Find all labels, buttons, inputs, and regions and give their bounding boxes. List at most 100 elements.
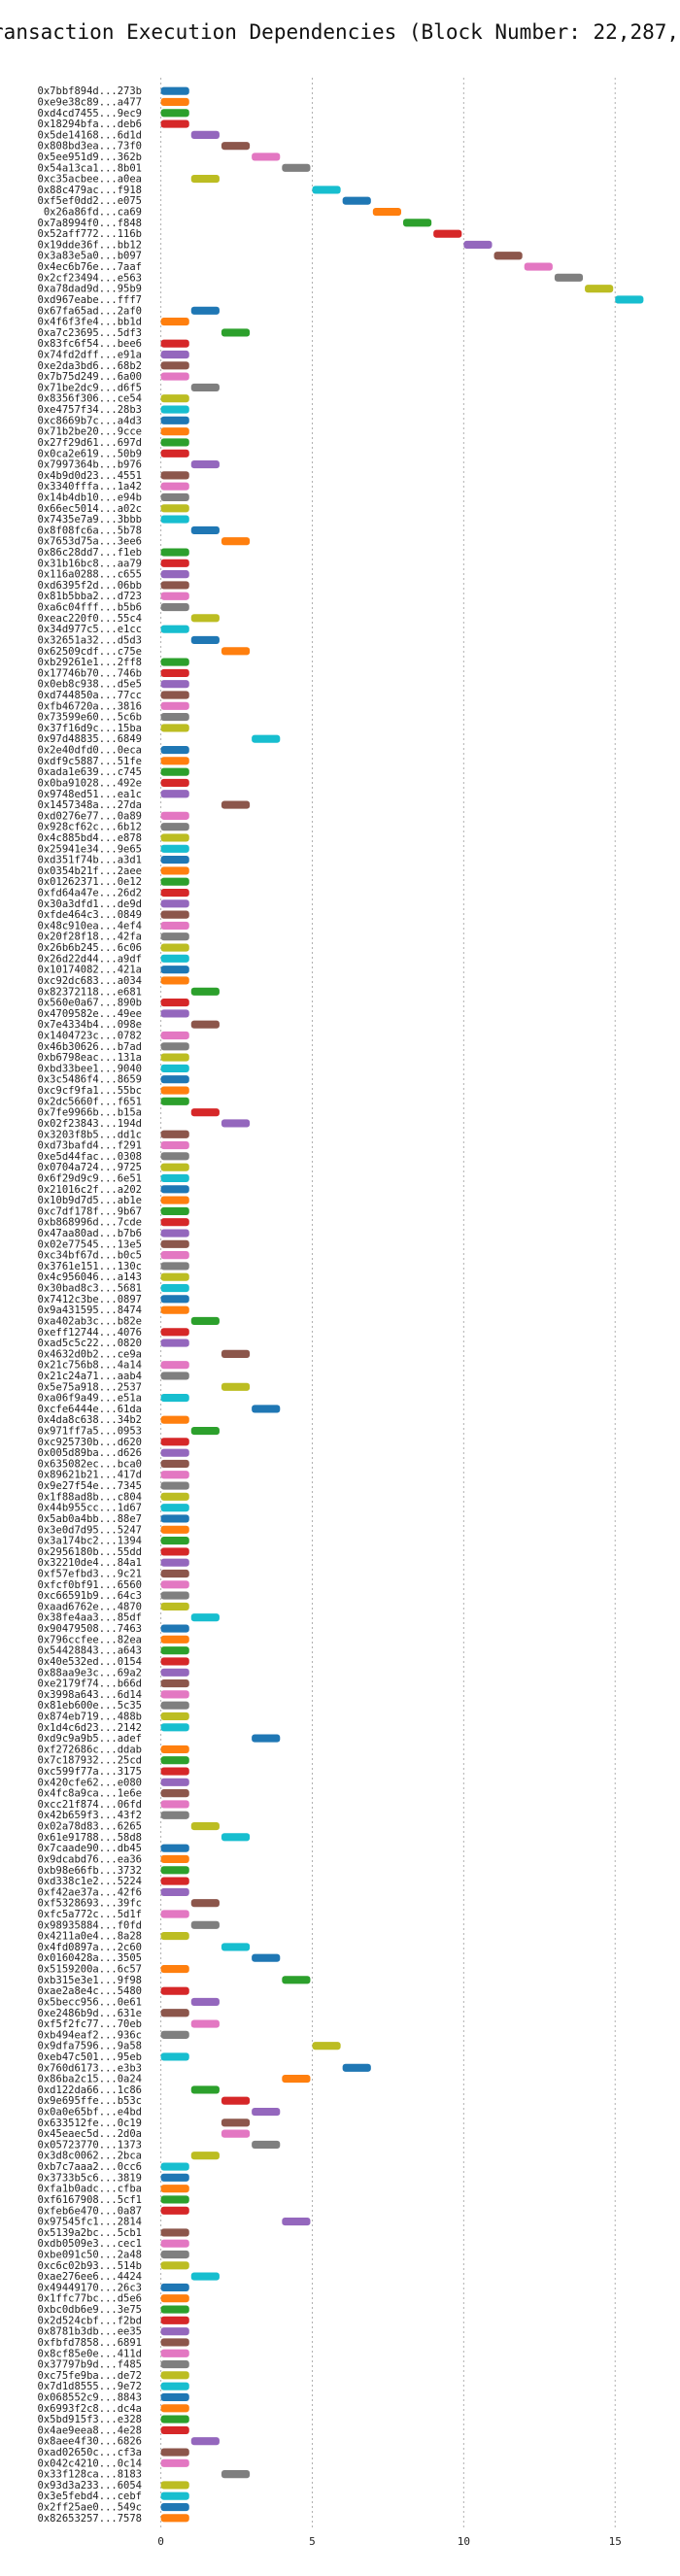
bar [221, 2096, 251, 2105]
bar [160, 1877, 189, 1885]
bar [160, 559, 189, 567]
x-tick-label: 15 [609, 2535, 622, 2548]
y-tick-label: 0x21016c2f...a202 [38, 1184, 142, 1196]
bar [190, 635, 220, 645]
bar [190, 987, 220, 996]
y-tick-label: 0x7997364b...b976 [38, 459, 142, 471]
y-tick-label: 0x7c187932...25cd [38, 1755, 142, 1767]
y-tick-label: 0x47aa80ad...b7b6 [38, 1228, 142, 1239]
bar [252, 2140, 281, 2150]
y-tick-label: 0x4da8c638...34b2 [38, 1414, 142, 1426]
y-tick-label: 0xa7c23695...5df3 [38, 327, 142, 339]
bar [221, 800, 251, 809]
y-tick-label: 0x3998a643...6d14 [38, 1689, 142, 1701]
y-tick-label: 0x8781b3db...ee35 [38, 2326, 142, 2338]
y-tick-label: 0x90479508...7463 [38, 1623, 142, 1635]
bar [190, 2152, 220, 2160]
y-tick-label: 0x7435e7a9...3bbb [38, 514, 142, 525]
y-tick-label: 0x30a3dfd1...de9d [38, 898, 142, 910]
bar [160, 1887, 189, 1896]
y-tick-label: 0x0a0e65bf...e4bd [38, 2107, 142, 2118]
bar [160, 1668, 189, 1677]
bar [160, 1009, 189, 1018]
bar [282, 2075, 311, 2084]
bar [160, 1097, 189, 1105]
y-tick-label: 0xfeb6e470...0a87 [38, 2205, 142, 2217]
y-tick-label: 0x0160428a...3505 [38, 1952, 142, 1964]
x-tick-label: 5 [309, 2535, 316, 2548]
y-tick-label: 0x9dfa7596...9a58 [38, 2041, 142, 2052]
y-tick-label: 0xd744850a...77cc [38, 690, 142, 701]
y-tick-label: 0xc925730b...d620 [38, 1437, 142, 1448]
bar [160, 1789, 189, 1798]
y-tick-label: 0xa78dad9d...95b9 [38, 284, 142, 295]
y-tick-label: 0x61e91788...58d8 [38, 1832, 142, 1844]
y-tick-label: 0xf6167908...5cf1 [38, 2194, 142, 2206]
bar [190, 1899, 220, 1908]
y-tick-label: 0x5159200a...6c57 [38, 1964, 142, 1976]
bar [160, 2173, 189, 2182]
bar [190, 2085, 220, 2094]
y-tick-label: 0x2dc5660f...f651 [38, 1096, 142, 1107]
y-tick-label: 0x89621b21...417d [38, 1470, 142, 1481]
bar [160, 1031, 189, 1040]
bar [160, 2185, 189, 2193]
bar [221, 1833, 251, 1842]
bar [160, 1844, 189, 1852]
y-tick-label: 0x420cfe62...e080 [38, 1777, 142, 1788]
y-tick-label: 0x4632d0b2...ce9a [38, 1348, 142, 1360]
bar [160, 1272, 189, 1281]
y-tick-label: 0x808bd3ea...73f0 [38, 141, 142, 153]
y-tick-label: 0x5ee951d9...362b [38, 152, 142, 163]
bar [160, 976, 189, 985]
y-tick-label: 0x8356f306...ce54 [38, 393, 142, 405]
y-tick-label: 0xf5328693...39fc [38, 1898, 142, 1910]
bar [160, 2305, 189, 2314]
bar [160, 856, 189, 864]
bar [160, 2206, 189, 2215]
y-tick-label: 0xf272686c...ddab [38, 1744, 142, 1755]
bar [190, 459, 220, 469]
bar [160, 713, 189, 722]
y-tick-label: 0x05723770...1373 [38, 2139, 142, 2151]
y-tick-label: 0x34d977c5...e1cc [38, 624, 142, 635]
bar [160, 833, 189, 842]
bar [160, 943, 189, 952]
bar [190, 525, 220, 534]
bar [190, 306, 220, 315]
bar [160, 888, 189, 898]
y-tick-label: 0x82372118...e681 [38, 986, 142, 998]
y-tick-label: 0xd73bafd4...f291 [38, 1140, 142, 1152]
bar [252, 1734, 281, 1743]
y-tick-label: 0x2e40dfd0...0eca [38, 745, 142, 757]
y-tick-label: 0x33f128ca...8183 [38, 2469, 142, 2481]
y-tick-label: 0xb29261e1...2ff8 [38, 657, 142, 668]
bar [282, 1976, 311, 1984]
y-tick-label: 0xae2a8e4c...5480 [38, 1985, 142, 1997]
y-tick-label: 0x4f6f3fe4...bb1d [38, 317, 142, 328]
bar [160, 1173, 189, 1183]
y-tick-label: 0xeb47c501...95eb [38, 2051, 142, 2063]
bar [282, 163, 311, 172]
bar [160, 866, 189, 875]
bar [160, 1152, 189, 1161]
y-tick-label: 0x635082ec...bca0 [38, 1458, 142, 1470]
bar [160, 1866, 189, 1875]
y-tick-label: 0xc75fe9ba...de72 [38, 2370, 142, 2382]
y-tick-label: 0x20f28f18...42fa [38, 932, 142, 943]
y-tick-label: 0x49449170...26c3 [38, 2282, 142, 2293]
bar [160, 2162, 189, 2171]
y-tick-label: 0x10b9d7d5...ab1e [38, 1195, 142, 1206]
y-tick-label: 0x01262371...0e12 [38, 876, 142, 888]
y-tick-label: 0x3e0d7d95...5247 [38, 1524, 142, 1536]
y-tick-label: 0x81eb600e...5c35 [38, 1700, 142, 1712]
bar [160, 767, 189, 776]
y-tick-label: 0x9748ed51...ea1c [38, 789, 142, 800]
bar [221, 647, 251, 656]
bar [160, 757, 189, 765]
bar [190, 1821, 220, 1831]
bar [160, 1262, 189, 1271]
y-tick-label: 0xfb46720a...3816 [38, 700, 142, 712]
y-tick-label: 0x17746b70...746b [38, 667, 142, 679]
